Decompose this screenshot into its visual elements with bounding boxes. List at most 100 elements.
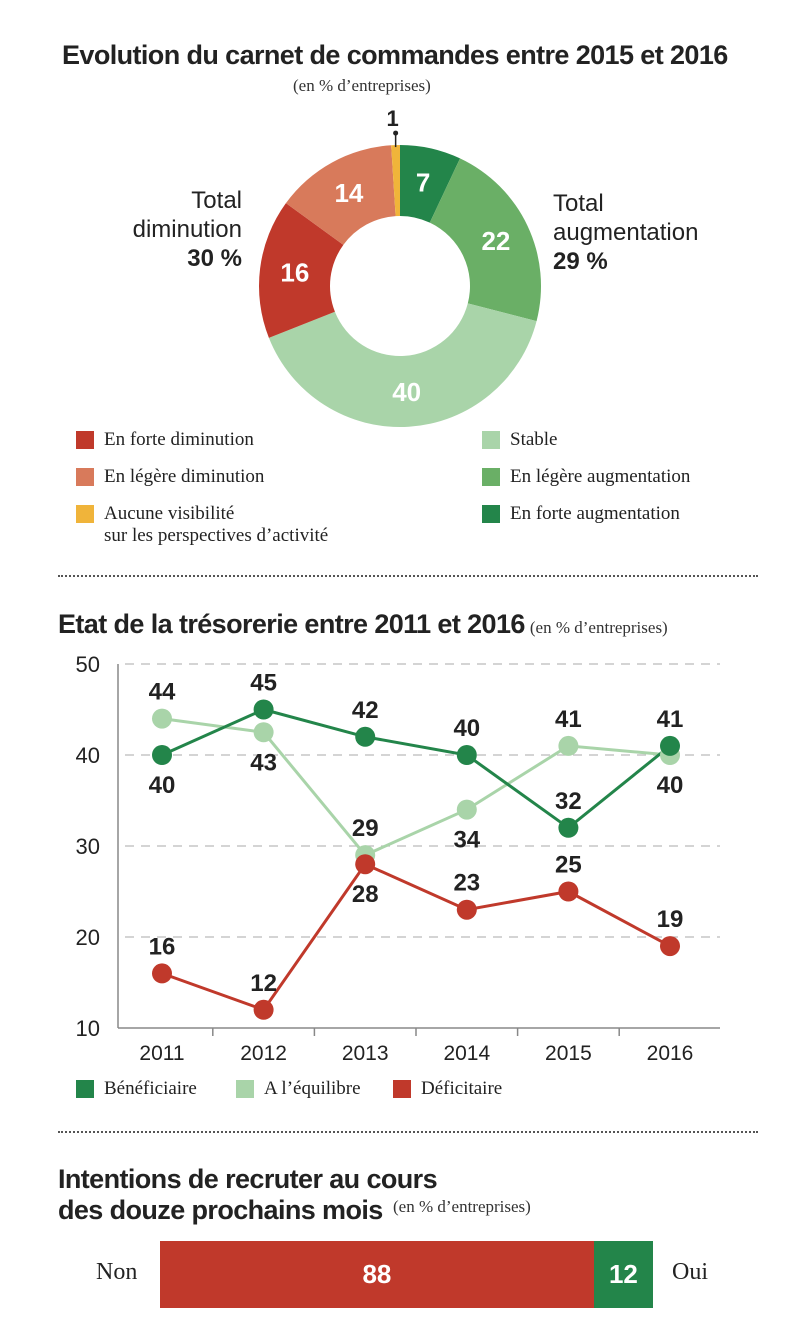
point-equilibre (152, 708, 172, 729)
donut-label-slight_decrease: 14 (334, 178, 363, 208)
x-tick-label: 2011 (139, 1042, 184, 1065)
line-subtitle: (en % d’entreprises) (529, 618, 668, 637)
legend-deficitaire: Déficitaire (393, 1078, 502, 1100)
legend-slight-decrease: En légère diminution (76, 466, 264, 488)
legend-label: Déficitaire (421, 1078, 503, 1099)
legend-label: En forte diminution (104, 429, 254, 450)
legend-swatch (482, 505, 500, 523)
y-tick-label: 10 (76, 1016, 100, 1041)
bar-subtitle: (en % d’entreprises) (393, 1197, 531, 1216)
data-label-beneficiaire: 45 (250, 670, 277, 697)
series-line-equilibre (161, 717, 671, 857)
bar-non: 88 (160, 1241, 594, 1308)
data-label-equilibre: 43 (250, 749, 277, 776)
donut-label-stable: 40 (392, 377, 421, 407)
total-decrease-value: 30 % (187, 245, 242, 272)
legend-strong-decrease: En forte diminution (76, 429, 254, 451)
legend-swatch (482, 431, 500, 449)
legend-swatch (76, 505, 94, 523)
point-equilibre (253, 722, 274, 743)
legend-swatch (236, 1080, 254, 1098)
bar-value-non: 88 (362, 1259, 392, 1289)
legend-label: Stable (510, 429, 558, 450)
point-deficitaire (253, 999, 274, 1020)
point-deficitaire (456, 899, 477, 920)
point-beneficiaire (558, 817, 579, 838)
point-deficitaire (660, 936, 680, 957)
donut-label-strong_decrease: 16 (280, 258, 309, 288)
bar-title-line1: Intentions de recruter au cours (58, 1164, 438, 1194)
donut-label-slight_increase: 22 (481, 226, 510, 256)
total-decrease: Total diminution 30 % (133, 186, 242, 273)
legend-equilibre: A l’équilibre (236, 1078, 361, 1100)
line-title-row: Etat de la trésorerie entre 2011 et 2016… (58, 609, 668, 640)
data-label-deficitaire: 19 (657, 906, 684, 933)
total-decrease-label-2: diminution (132, 216, 242, 243)
series-line-beneficiaire (161, 707, 671, 830)
divider (58, 575, 758, 577)
data-label-deficitaire: 28 (352, 881, 379, 908)
total-increase-label-2: augmentation (553, 219, 699, 246)
legend-no-visibility: Aucune visibilité sur les perspectives d… (76, 503, 328, 547)
data-label-beneficiaire: 40 (453, 715, 480, 742)
data-label-equilibre: 34 (453, 827, 480, 854)
donut-title: Evolution du carnet de commandes entre 2… (62, 40, 728, 71)
legend-swatch (76, 431, 94, 449)
legend-swatch (482, 468, 500, 486)
point-beneficiaire (253, 699, 274, 720)
bar-oui: 12 (593, 1241, 653, 1308)
point-deficitaire (152, 963, 172, 984)
legend-swatch (76, 468, 94, 486)
y-tick-label: 30 (76, 834, 100, 859)
data-label-equilibre: 44 (149, 679, 176, 706)
data-label-deficitaire: 25 (555, 852, 582, 879)
bar-value-oui: 12 (608, 1259, 638, 1289)
total-decrease-label-1: Total (191, 187, 242, 214)
total-increase: Total augmentation 29 % (553, 189, 698, 276)
y-tick-label: 50 (76, 652, 100, 677)
legend-label: A l’équilibre (264, 1078, 361, 1099)
point-equilibre (456, 799, 477, 820)
line-chart: 10 20 30 40 50 2011 2012 2013 2014 2015 2016 40 45 42… (76, 652, 720, 1065)
data-label-beneficiaire: 41 (657, 706, 684, 733)
bar-title: Intentions de recruter au cours des douz… (58, 1164, 438, 1226)
data-label-deficitaire: 16 (149, 933, 176, 960)
line-title: Etat de la trésorerie entre 2011 et 2016 (58, 609, 525, 639)
data-label-equilibre: 29 (352, 815, 379, 842)
divider (58, 1131, 758, 1133)
donut-slice-slight_decrease (285, 145, 396, 245)
legend-label: En légère augmentation (510, 466, 691, 487)
point-beneficiaire (152, 745, 172, 765)
legend-swatch (393, 1080, 411, 1098)
legend-beneficiaire: Bénéficiaire (76, 1078, 197, 1100)
y-tick-label: 40 (76, 743, 100, 768)
legend-label: Bénéficiaire (104, 1078, 197, 1099)
point-equilibre (558, 735, 579, 756)
donut-subtitle: (en % d’entreprises) (293, 76, 431, 95)
point-beneficiaire (660, 735, 680, 756)
data-label-beneficiaire: 40 (149, 772, 176, 799)
donut-chart: 7 22 40 16 14 1 (258, 106, 541, 427)
donut-label-strong_increase: 7 (416, 168, 430, 198)
legend-label: En légère diminution (104, 466, 265, 487)
total-increase-label-1: Total (553, 190, 604, 217)
point-deficitaire (355, 854, 376, 875)
legend-label: En forte augmentation (510, 503, 680, 524)
donut-slice-no_visibility (391, 145, 400, 217)
donut-slice-strong_increase (400, 145, 461, 223)
total-increase-value: 29 % (553, 248, 608, 275)
bar-title-line2: des douze prochains mois (58, 1195, 383, 1225)
series-line-deficitaire (161, 862, 671, 1012)
data-label-deficitaire: 23 (453, 870, 480, 897)
y-tick-label: 20 (76, 925, 100, 950)
legend-label: sur les perspectives d’activité (104, 525, 329, 546)
data-label-deficitaire: 12 (250, 970, 277, 997)
donut-slice-stable (268, 303, 537, 427)
donut-leader-dot (393, 130, 399, 136)
point-beneficiaire (355, 726, 376, 747)
donut-label-no_visibility: 1 (387, 106, 399, 131)
point-beneficiaire (456, 745, 477, 765)
data-label-beneficiaire: 32 (555, 788, 582, 815)
data-label-beneficiaire: 42 (352, 697, 379, 724)
legend-slight-increase: En légère augmentation (482, 466, 690, 488)
